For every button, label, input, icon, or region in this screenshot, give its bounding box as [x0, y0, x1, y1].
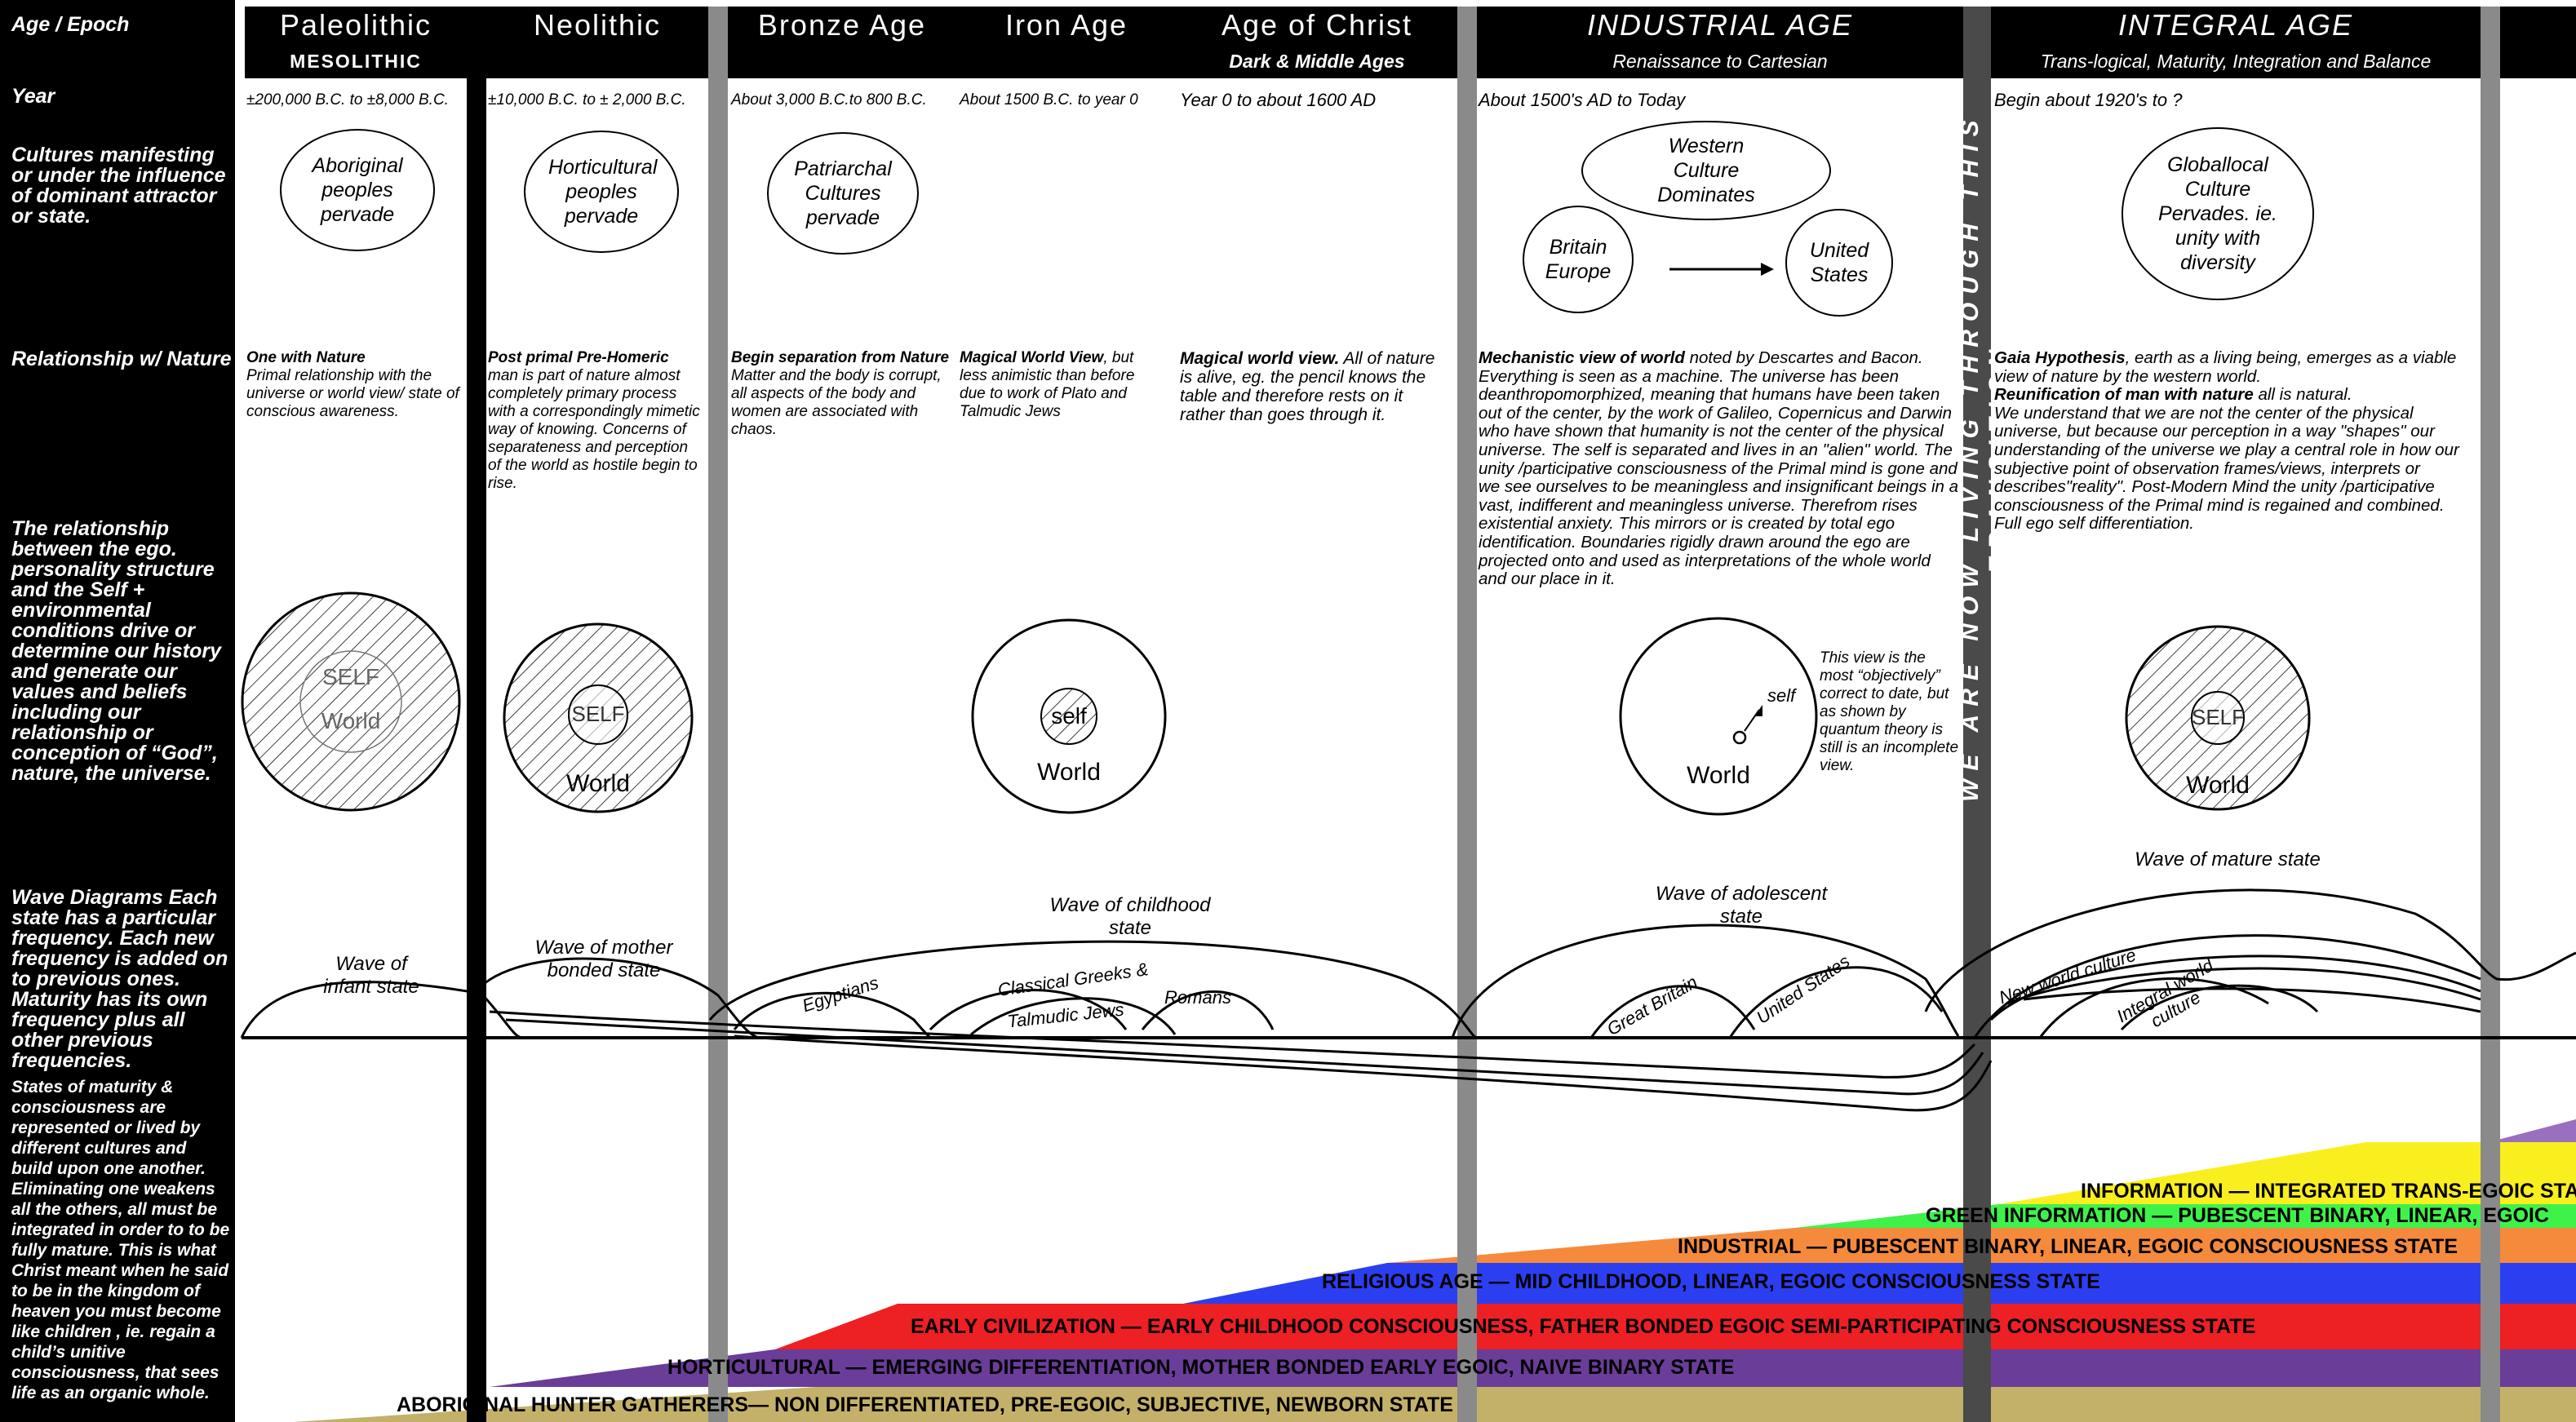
- band-label-early-civilization: EARLY CIVILIZATION — EARLY CHILDHOOD CON…: [911, 1315, 2256, 1338]
- culture-britain-europe: Britain Europe: [1523, 206, 1634, 313]
- label-year: Year: [11, 85, 55, 108]
- culture-aboriginal: Aboriginal peoples pervade: [280, 129, 435, 251]
- culture-western: Western Culture Dominates: [1581, 121, 1831, 220]
- culture-horticultural: Horticultural peoples pervade: [524, 131, 679, 253]
- era-bronze-title: Bronze Age: [757, 8, 927, 42]
- era-christ-title: Age of Christ: [1221, 8, 1413, 42]
- era-industrial-title: INDUSTRIAL AGE: [1586, 8, 1854, 42]
- year-bronze: About 3,000 B.C.to 800 B.C.: [731, 91, 927, 109]
- era-neolithic-title: Neolithic: [533, 8, 662, 42]
- wave-infant-label: Wave of infant state: [323, 953, 419, 998]
- world-text-christ: World: [1037, 759, 1101, 786]
- label-states: States of maturity & consciousness are r…: [11, 1078, 230, 1402]
- band-label-green-information: GREEN INFORMATION — PUBESCENT BINARY, LI…: [1926, 1204, 2549, 1227]
- rel-iron: Magical World View, but less animistic t…: [960, 349, 1135, 420]
- label-ego-structure: The relationship between the ego. person…: [11, 517, 221, 785]
- rel-paleolithic: One with Nature Primal relationship with …: [246, 349, 459, 420]
- self-text-christ: self: [1051, 703, 1087, 729]
- era-header-bar: [245, 7, 2576, 78]
- year-neolithic: ±10,000 B.C. to ± 2,000 B.C.: [488, 91, 686, 109]
- self-text-neolithic: SELF: [571, 702, 625, 726]
- world-text-paleolithic: World: [321, 708, 381, 733]
- label-cultures: Cultures manifesting or under the influe…: [11, 144, 226, 228]
- band-horticultural: [490, 1349, 2576, 1387]
- year-iron: About 1500 B.C. to year 0: [960, 91, 1138, 109]
- rel-integral: Gaia Hypothesis, earth as a living being…: [1994, 348, 2459, 534]
- band-early-civilization: [775, 1304, 2576, 1349]
- year-industrial: About 1500's AD to Today: [1479, 90, 1686, 110]
- industrial-note: This view is the most “objectively” corr…: [1820, 649, 1959, 774]
- label-wave-diagrams: Wave Diagrams Each state has a particula…: [11, 886, 228, 1072]
- rel-bronze: Begin separation from Nature Matter and t…: [731, 349, 950, 438]
- paleolithic-self-world: [241, 591, 461, 812]
- band-label-religious: RELIGIOUS AGE — MID CHILDHOOD, LINEAR, E…: [1322, 1270, 2100, 1293]
- self-text-integral: SELF: [2192, 705, 2246, 729]
- wave-mother-label: Wave of mother bonded state: [534, 937, 673, 981]
- culture-patriarchal: Patriarchal Cultures pervade: [767, 132, 919, 255]
- band-information: [1999, 1142, 2576, 1204]
- label-relationship: Relationship w/ Nature: [11, 348, 232, 370]
- wave-adolescent-label: Wave of adolescent state: [1655, 883, 1828, 928]
- rel-neolithic: Post primal Pre-Homeric man is part of na…: [488, 349, 700, 492]
- band-label-information: INFORMATION — INTEGRATED TRANS-EGOIC STA…: [2081, 1180, 2576, 1203]
- self-text-paleolithic: SELF: [322, 664, 380, 689]
- self-text-industrial: self: [1767, 685, 1796, 706]
- integral-self-world: [2125, 625, 2311, 811]
- era-industrial-sub: Renaissance to Cartesian: [1612, 51, 1828, 72]
- wave-romans-label: Romans: [1164, 987, 1231, 1008]
- row-labels-sidebar: [0, 0, 235, 1422]
- rel-industrial: Mechanistic view of world noted by Desca…: [1479, 348, 1959, 589]
- wave-mature-label: Wave of mature state: [2135, 848, 2321, 870]
- era-christ-sub: Dark & Middle Ages: [1229, 51, 1405, 72]
- band-religious: [1183, 1263, 2576, 1304]
- transition-bar: [1963, 7, 1991, 1422]
- band-label-horticultural: HORTICULTURAL — EMERGING DIFFERENTIATION…: [667, 1356, 1735, 1379]
- label-age-epoch: Age / Epoch: [11, 13, 130, 36]
- era-integral-sub: Trans-logical, Maturity, Integration and…: [2040, 51, 2432, 72]
- christ-self-world: [971, 618, 1167, 814]
- world-text-neolithic: World: [566, 770, 630, 797]
- neolithic-self-world: [503, 622, 694, 813]
- era-iron-title: Iron Age: [1004, 8, 1128, 42]
- culture-globallocal: Globallocal Culture Pervades. ie. unity …: [2122, 127, 2314, 300]
- world-text-industrial: World: [1687, 762, 1750, 789]
- year-paleolithic: ±200,000 B.C. to ±8,000 B.C.: [246, 91, 449, 109]
- arrow-icon: [1669, 263, 1774, 276]
- world-text-integral: World: [2186, 772, 2250, 799]
- industrial-self-world: [1619, 617, 1818, 816]
- year-integral: Begin about 1920's to ?: [1994, 90, 2183, 110]
- divider-paleo-neo: [467, 7, 486, 1422]
- era-paleolithic-title: Paleolithic: [279, 8, 432, 42]
- band-label-industrial: INDUSTRIAL — PUBESCENT BINARY, LINEAR, E…: [1678, 1235, 2459, 1258]
- divider-christ-industrial: [1457, 7, 1477, 1422]
- divider-neo-bronze: [708, 7, 728, 1422]
- era-paleolithic-sub: MESOLITHIC: [290, 51, 422, 72]
- rel-christ: Magical world view. All of nature is ali…: [1180, 349, 1435, 424]
- year-christ: Year 0 to about 1600 AD: [1180, 90, 1377, 110]
- band-aboriginal: [294, 1387, 2576, 1422]
- band-next: [2489, 1119, 2576, 1142]
- culture-united-states: United States: [1785, 209, 1893, 317]
- wave-childhood-label: Wave of childhood state: [1049, 894, 1211, 939]
- band-label-aboriginal: ABORIGINAL HUNTER GATHERERS— NON DIFFERE…: [397, 1393, 1453, 1416]
- era-integral-title: INTEGRAL AGE: [2117, 8, 2354, 42]
- divider-integral-end: [2481, 7, 2500, 1422]
